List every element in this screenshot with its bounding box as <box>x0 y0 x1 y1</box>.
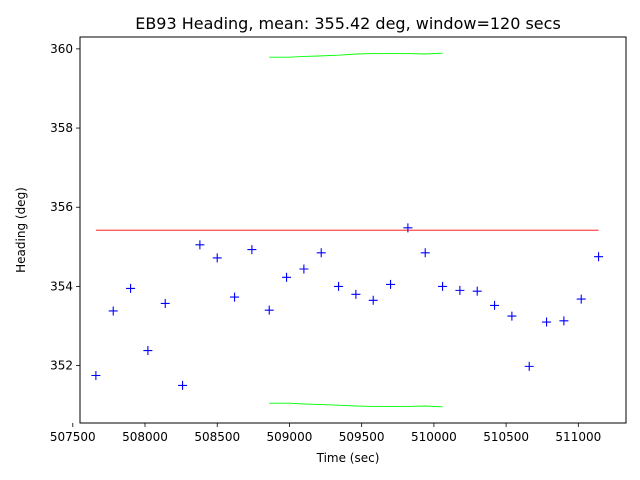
data-point-12 <box>299 264 309 274</box>
data-point-3 <box>143 346 153 356</box>
data-point-2 <box>126 283 136 293</box>
data-point-19 <box>420 248 430 258</box>
y-tick-label-1: 354 <box>50 279 73 293</box>
data-point-11 <box>282 272 292 282</box>
data-point-5 <box>178 380 188 390</box>
data-point-27 <box>559 316 569 326</box>
x-tick-label-0: 507500 <box>50 430 96 444</box>
x-tick-label-6: 510500 <box>483 430 529 444</box>
x-tick-label-5: 510000 <box>411 430 457 444</box>
data-point-24 <box>507 311 517 321</box>
data-point-17 <box>386 279 396 289</box>
data-point-20 <box>438 281 448 291</box>
plot-frame <box>79 36 627 424</box>
data-point-25 <box>524 361 534 371</box>
data-point-10 <box>264 305 274 315</box>
y-axis: 352 354 356 358 360 <box>50 42 80 373</box>
data-point-29 <box>594 252 604 262</box>
y-tick-label-3: 358 <box>50 121 73 135</box>
data-point-1 <box>108 306 118 316</box>
series-line-3 <box>269 402 443 408</box>
x-axis: 507500 508000 508500 509000 509500 510000 5105… <box>50 423 601 444</box>
x-axis-label: Time (sec) <box>316 451 380 465</box>
data-point-8 <box>230 292 240 302</box>
data-point-21 <box>455 285 465 295</box>
data-point-13 <box>316 248 326 258</box>
y-tick-label-2: 356 <box>50 200 73 214</box>
data-point-9 <box>247 245 257 255</box>
data-point-26 <box>542 317 552 327</box>
x-tick-label-7: 511000 <box>555 430 601 444</box>
y-axis-label: Heading (deg) <box>14 187 28 273</box>
data-point-7 <box>212 253 222 263</box>
data-point-16 <box>368 295 378 305</box>
x-tick-label-1: 508000 <box>122 430 168 444</box>
data-point-23 <box>490 300 500 310</box>
data-point-28 <box>576 294 586 304</box>
series-line-2 <box>269 52 443 58</box>
data-point-15 <box>351 289 361 299</box>
x-tick-label-3: 509000 <box>267 430 313 444</box>
data-point-0 <box>91 370 101 380</box>
data-point-4 <box>160 298 170 308</box>
plot-area <box>91 52 604 408</box>
data-point-6 <box>195 240 205 250</box>
data-point-18 <box>403 223 413 233</box>
y-tick-label-4: 360 <box>50 42 73 56</box>
data-point-14 <box>334 281 344 291</box>
x-tick-label-2: 508500 <box>194 430 240 444</box>
x-tick-label-4: 509500 <box>339 430 385 444</box>
chart-title: EB93 Heading, mean: 355.42 deg, window=1… <box>135 14 561 33</box>
y-tick-label-0: 352 <box>50 359 73 373</box>
data-point-22 <box>472 286 482 296</box>
